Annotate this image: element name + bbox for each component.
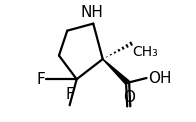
Text: CH₃: CH₃ <box>132 45 158 59</box>
Text: F: F <box>65 87 74 102</box>
Text: O: O <box>123 90 135 105</box>
Text: OH: OH <box>148 71 171 86</box>
Polygon shape <box>103 59 129 84</box>
Text: F: F <box>36 72 45 87</box>
Text: NH: NH <box>81 5 103 20</box>
